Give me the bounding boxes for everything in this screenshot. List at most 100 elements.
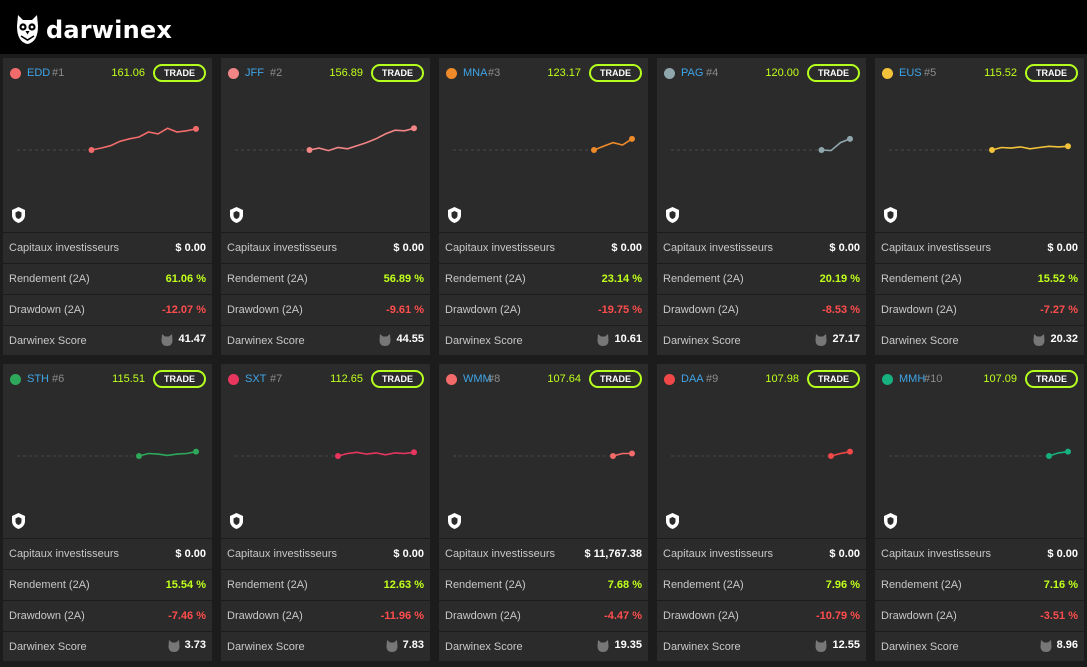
- darwin-ticker[interactable]: SXT: [245, 373, 267, 385]
- drawdown-value: -8.53 %: [822, 304, 860, 316]
- sparkline-start-point: [335, 453, 341, 459]
- darwin-card-eus[interactable]: EUS #5 115.52 TRADE Capitaux investisseu…: [875, 58, 1084, 355]
- score-wrap: 19.35: [597, 639, 642, 652]
- score-value: 19.35: [614, 639, 642, 651]
- trade-button[interactable]: TRADE: [371, 64, 424, 82]
- drawdown-label: Drawdown (2A): [9, 304, 85, 316]
- shield-icon[interactable]: [666, 513, 679, 529]
- drawdown-row: Drawdown (2A) -11.96 %: [221, 600, 430, 631]
- drawdown-label: Drawdown (2A): [663, 610, 739, 622]
- sparkline-chart: [889, 143, 1071, 153]
- investors-value: $ 0.00: [175, 548, 206, 560]
- trade-button[interactable]: TRADE: [153, 64, 206, 82]
- shield-icon[interactable]: [884, 513, 897, 529]
- trade-button[interactable]: TRADE: [589, 64, 642, 82]
- shield-icon[interactable]: [230, 513, 243, 529]
- score-row: Darwinex Score 27.17: [657, 325, 866, 356]
- score-wrap: 12.55: [815, 639, 860, 652]
- darwin-card-sth[interactable]: STH #6 115.51 TRADE Capitaux investisseu…: [3, 364, 212, 661]
- score-value: 8.96: [1056, 639, 1078, 651]
- score-wrap: 10.61: [597, 333, 642, 346]
- darwin-ticker[interactable]: JFF: [245, 67, 264, 79]
- darwin-rank: #6: [52, 373, 65, 385]
- score-wrap: 7.83: [386, 639, 424, 652]
- return-label: Rendement (2A): [663, 273, 744, 285]
- darwin-ticker[interactable]: PAG: [681, 67, 704, 79]
- shield-icon[interactable]: [12, 513, 25, 529]
- trade-button[interactable]: TRADE: [807, 64, 860, 82]
- trade-button[interactable]: TRADE: [153, 370, 206, 388]
- sparkline-start-point: [306, 147, 313, 153]
- shield-icon[interactable]: [448, 207, 461, 223]
- investors-label: Capitaux investisseurs: [445, 242, 556, 254]
- investors-row: Capitaux investisseurs $ 0.00: [875, 232, 1084, 263]
- sparkline-start-point: [610, 453, 616, 459]
- score-row: Darwinex Score 3.73: [3, 631, 212, 662]
- darwin-ticker[interactable]: DAA: [681, 373, 704, 385]
- darwin-card-jff[interactable]: JFF #2 156.89 TRADE Capitaux investisseu…: [221, 58, 430, 355]
- darwin-ticker[interactable]: WMM: [463, 373, 492, 385]
- owl-score-icon: [168, 639, 180, 652]
- investors-row: Capitaux investisseurs $ 0.00: [657, 538, 866, 569]
- owl-score-icon: [1040, 639, 1052, 652]
- drawdown-row: Drawdown (2A) -4.47 %: [439, 600, 648, 631]
- darwin-card-mmh[interactable]: MMH #10 107.09 TRADE Capitaux investisse…: [875, 364, 1084, 661]
- sparkline-end-point: [629, 450, 635, 457]
- investors-label: Capitaux investisseurs: [9, 242, 120, 254]
- investors-row: Capitaux investisseurs $ 11,767.38: [439, 538, 648, 569]
- darwin-quote: 161.06: [111, 67, 145, 79]
- return-label: Rendement (2A): [445, 273, 526, 285]
- darwin-card-daa[interactable]: DAA #9 107.98 TRADE Capitaux investisseu…: [657, 364, 866, 661]
- series-color-dot: [446, 374, 457, 385]
- return-value: 15.52 %: [1037, 273, 1078, 285]
- darwin-ticker[interactable]: MNA: [463, 67, 488, 79]
- score-label: Darwinex Score: [663, 335, 741, 347]
- trade-button[interactable]: TRADE: [1025, 64, 1078, 82]
- return-value: 7.16 %: [1043, 579, 1078, 591]
- shield-icon[interactable]: [666, 207, 679, 223]
- darwin-card-sxt[interactable]: SXT #7 112.65 TRADE Capitaux investisseu…: [221, 364, 430, 661]
- sparkline-series: [593, 138, 633, 151]
- darwin-card-mna[interactable]: MNA #3 123.17 TRADE Capitaux investisseu…: [439, 58, 648, 355]
- darwin-ticker[interactable]: STH: [27, 373, 49, 385]
- score-row: Darwinex Score 19.35: [439, 631, 648, 662]
- investors-value: $ 0.00: [393, 242, 424, 254]
- shield-icon[interactable]: [12, 207, 25, 223]
- darwin-card-pag[interactable]: PAG #4 120.00 TRADE Capitaux investisseu…: [657, 58, 866, 355]
- shield-icon[interactable]: [448, 513, 461, 529]
- drawdown-row: Drawdown (2A) -7.46 %: [3, 600, 212, 631]
- darwin-rank: #10: [924, 373, 943, 385]
- darwin-ticker[interactable]: EUS: [899, 67, 922, 79]
- return-label: Rendement (2A): [9, 579, 90, 591]
- trade-button[interactable]: TRADE: [1025, 370, 1078, 388]
- score-row: Darwinex Score 12.55: [657, 631, 866, 662]
- sparkline-series: [91, 127, 197, 151]
- score-label: Darwinex Score: [445, 335, 523, 347]
- owl-score-icon: [379, 333, 391, 346]
- sparkline-start-point: [591, 147, 597, 153]
- darwin-card-edd[interactable]: EDD #1 161.06 TRADE Capitaux investisseu…: [3, 58, 212, 355]
- score-row: Darwinex Score 41.47: [3, 325, 212, 356]
- top-bar: darwinex: [0, 0, 1087, 54]
- darwin-rank: #8: [488, 373, 501, 385]
- score-value: 27.17: [832, 333, 860, 345]
- brand-logo[interactable]: darwinex: [16, 15, 172, 44]
- trade-button[interactable]: TRADE: [371, 370, 424, 388]
- drawdown-row: Drawdown (2A) -19.75 %: [439, 294, 648, 325]
- sparkline-start-point: [136, 453, 142, 459]
- shield-icon[interactable]: [230, 207, 243, 223]
- darwin-ticker[interactable]: EDD: [27, 67, 51, 79]
- shield-icon[interactable]: [884, 207, 897, 223]
- trade-button[interactable]: TRADE: [589, 370, 642, 388]
- darwin-quote: 107.98: [765, 373, 799, 385]
- trade-button[interactable]: TRADE: [807, 370, 860, 388]
- score-value: 3.73: [184, 639, 206, 651]
- darwin-ticker[interactable]: MMH: [899, 373, 926, 385]
- score-value: 12.55: [832, 639, 860, 651]
- darwin-card-wmm[interactable]: WMM #8 107.64 TRADE Capitaux investisseu…: [439, 364, 648, 661]
- return-value: 56.89 %: [383, 273, 424, 285]
- sparkline-series: [821, 138, 851, 152]
- sparkline-end-point: [193, 125, 199, 132]
- investors-value: $ 0.00: [829, 548, 860, 560]
- sparkline-series: [830, 450, 851, 457]
